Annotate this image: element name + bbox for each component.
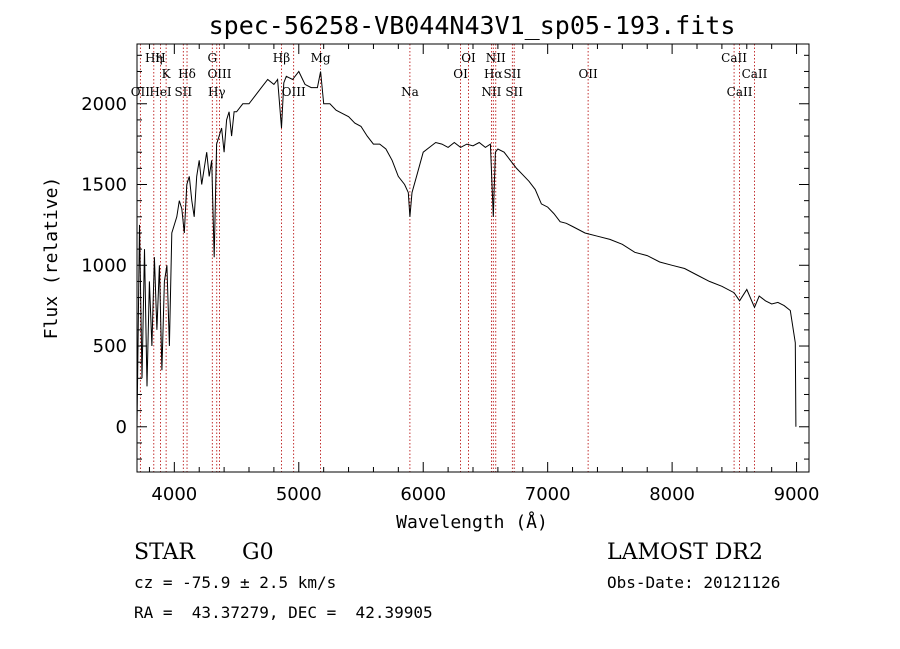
line-label: SII (174, 85, 192, 99)
line-label: K (162, 67, 172, 81)
emission-line-markers (139, 44, 755, 472)
x-tick-label: 7000 (525, 484, 571, 505)
plot-frame (136, 43, 810, 473)
y-tick-label: 1500 (81, 175, 127, 196)
line-label: NII (481, 85, 501, 99)
line-label: Hδ (178, 67, 196, 81)
redshift-text: cz = -75.9 ± 2.5 km/s (134, 573, 337, 592)
line-label: CaII (721, 51, 747, 65)
line-label: Hβ (273, 51, 290, 65)
line-label: Hα (484, 67, 503, 81)
line-label: NII (486, 51, 506, 65)
line-label: OI (453, 67, 468, 81)
line-label: SII (503, 67, 521, 81)
line-label: CaII (742, 67, 768, 81)
observation-date: Obs-Date: 20121126 (607, 573, 781, 592)
line-label: Hγ (208, 85, 226, 99)
line-label: G (207, 51, 217, 65)
coordinates-text: RA = 43.37279, DEC = 42.39905 (134, 603, 433, 622)
spectrum-line (136, 70, 797, 427)
y-tick-label: 1000 (81, 255, 127, 276)
y-tick-label: 0 (116, 417, 127, 438)
object-subclass: G0 (242, 540, 274, 565)
line-label: OIII (282, 85, 306, 99)
line-label: OII (578, 67, 598, 81)
line-label: OI (461, 51, 476, 65)
line-label: Na (401, 85, 419, 99)
x-tick-label: 4000 (151, 484, 197, 505)
x-tick-label: 9000 (774, 484, 820, 505)
x-axis-ticks: 4000 5000 6000 7000 8000 9000 (148, 44, 820, 505)
y-tick-label: 2000 (81, 94, 127, 115)
x-tick-label: 6000 (400, 484, 446, 505)
object-class: STAR (134, 540, 195, 565)
x-axis-label: Wavelength (Å) (396, 511, 548, 533)
line-label: Mg (311, 51, 331, 65)
emission-line-labels: OIIHηHHeIKSIIHδGOIIIHγHβOIIIMgNaOIOINIIH… (131, 51, 768, 99)
x-tick-label: 8000 (649, 484, 695, 505)
x-tick-label: 5000 (276, 484, 322, 505)
line-label: HeI (149, 85, 172, 99)
y-tick-label: 500 (93, 336, 127, 357)
y-axis-label: Flux (relative) (41, 177, 62, 340)
line-label: CaII (727, 85, 753, 99)
line-label: H (155, 51, 165, 65)
y-axis-ticks: 0 500 1000 1500 2000 (81, 54, 809, 460)
line-label: Hη (145, 51, 163, 65)
chart-title: spec-56258-VB044N43V1_sp05-193.fits (209, 11, 736, 40)
line-label: SII (505, 85, 523, 99)
line-label: OII (131, 85, 151, 99)
survey-name: LAMOST DR2 (607, 540, 763, 565)
line-label: OIII (207, 67, 231, 81)
